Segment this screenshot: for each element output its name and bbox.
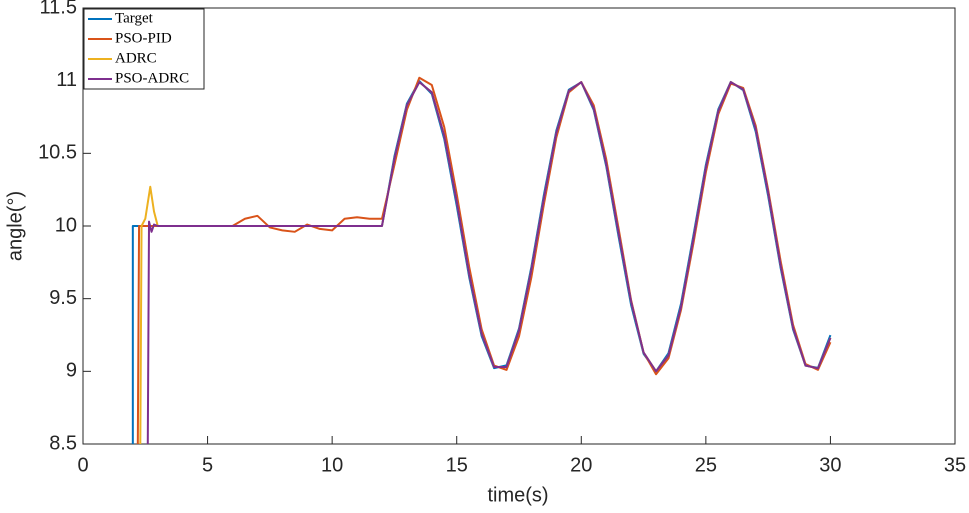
- x-tick-label: 5: [202, 454, 213, 476]
- y-tick-label: 10: [55, 214, 77, 236]
- y-tick-label: 8.5: [49, 432, 77, 454]
- legend-label: ADRC: [115, 50, 157, 66]
- y-tick-label: 10.5: [38, 142, 77, 164]
- x-tick-label: 10: [321, 454, 343, 476]
- x-tick-label: 30: [819, 454, 841, 476]
- legend-label: Target: [115, 10, 154, 26]
- y-tick-label: 9.5: [49, 287, 77, 309]
- x-tick-label: 0: [77, 454, 88, 476]
- x-tick-label: 35: [944, 454, 966, 476]
- x-tick-label: 15: [446, 454, 468, 476]
- legend-label: PSO-PID: [115, 30, 172, 46]
- x-tick-label: 20: [570, 454, 592, 476]
- plot-lines: [131, 76, 832, 444]
- y-tick-label: 11.5: [40, 0, 77, 18]
- y-axis-label: angle(°): [4, 191, 26, 261]
- legend-label: PSO-ADRC: [115, 70, 189, 86]
- x-tick-label: 25: [695, 454, 717, 476]
- y-tick-label: 9: [66, 360, 77, 382]
- x-axis-label: time(s): [487, 484, 548, 506]
- y-tick-label: 11: [56, 69, 77, 91]
- legend-box: [83, 8, 205, 90]
- series-line: [146, 81, 832, 444]
